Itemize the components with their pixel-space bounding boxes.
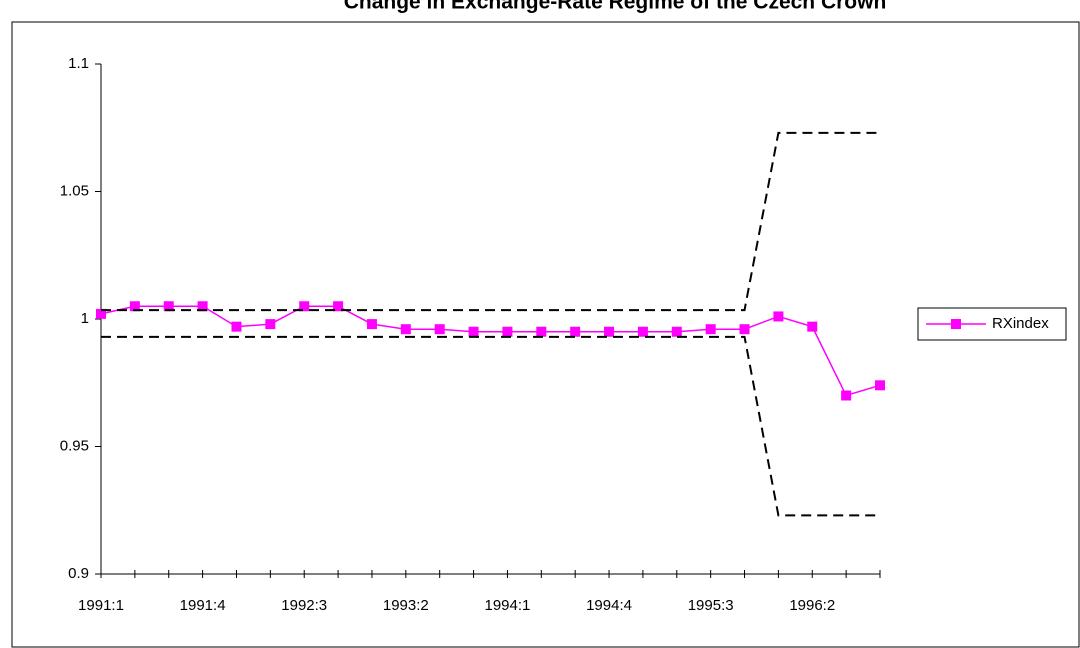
x-tick-label: 1996:2 — [789, 597, 835, 614]
marker — [265, 319, 276, 330]
y-tick-label: 1 — [81, 310, 89, 327]
marker — [875, 380, 885, 391]
marker — [231, 321, 242, 332]
marker — [637, 326, 648, 337]
x-tick-label: 1992:3 — [281, 597, 327, 614]
series-line — [100, 305, 881, 397]
marker — [841, 390, 852, 401]
legend-marker — [951, 319, 961, 329]
marker — [366, 319, 377, 330]
marker — [671, 326, 682, 337]
marker — [570, 326, 581, 337]
y-tick-label: 0.9 — [68, 565, 89, 582]
marker — [739, 324, 750, 335]
marker — [536, 326, 547, 337]
marker — [468, 326, 479, 337]
y-tick-label: 1.1 — [68, 55, 89, 72]
marker — [163, 301, 174, 312]
legend-label: RXindex — [992, 315, 1049, 332]
y-tick-label: 0.95 — [60, 437, 89, 454]
marker — [197, 301, 208, 312]
x-tick-label: 1991:4 — [180, 597, 226, 614]
band-line — [101, 335, 880, 517]
marker — [434, 324, 445, 335]
band-line — [101, 131, 880, 312]
marker — [773, 311, 784, 322]
marker — [96, 308, 106, 319]
marker — [400, 324, 411, 335]
x-tick-label: 1994:4 — [586, 597, 632, 614]
x-tick-label: 1995:3 — [688, 597, 734, 614]
marker — [604, 326, 615, 337]
x-tick-label: 1991:1 — [78, 597, 124, 614]
marker — [129, 301, 140, 312]
marker — [502, 326, 513, 337]
marker — [807, 321, 818, 332]
marker — [299, 301, 310, 312]
x-tick-label: 1993:2 — [383, 597, 429, 614]
chart-title: Change in Exchange-Rate Regime of the Cz… — [344, 0, 887, 14]
marker — [333, 301, 344, 312]
y-tick-label: 1.05 — [60, 182, 89, 199]
x-tick-label: 1994:1 — [484, 597, 530, 614]
marker — [705, 324, 716, 335]
